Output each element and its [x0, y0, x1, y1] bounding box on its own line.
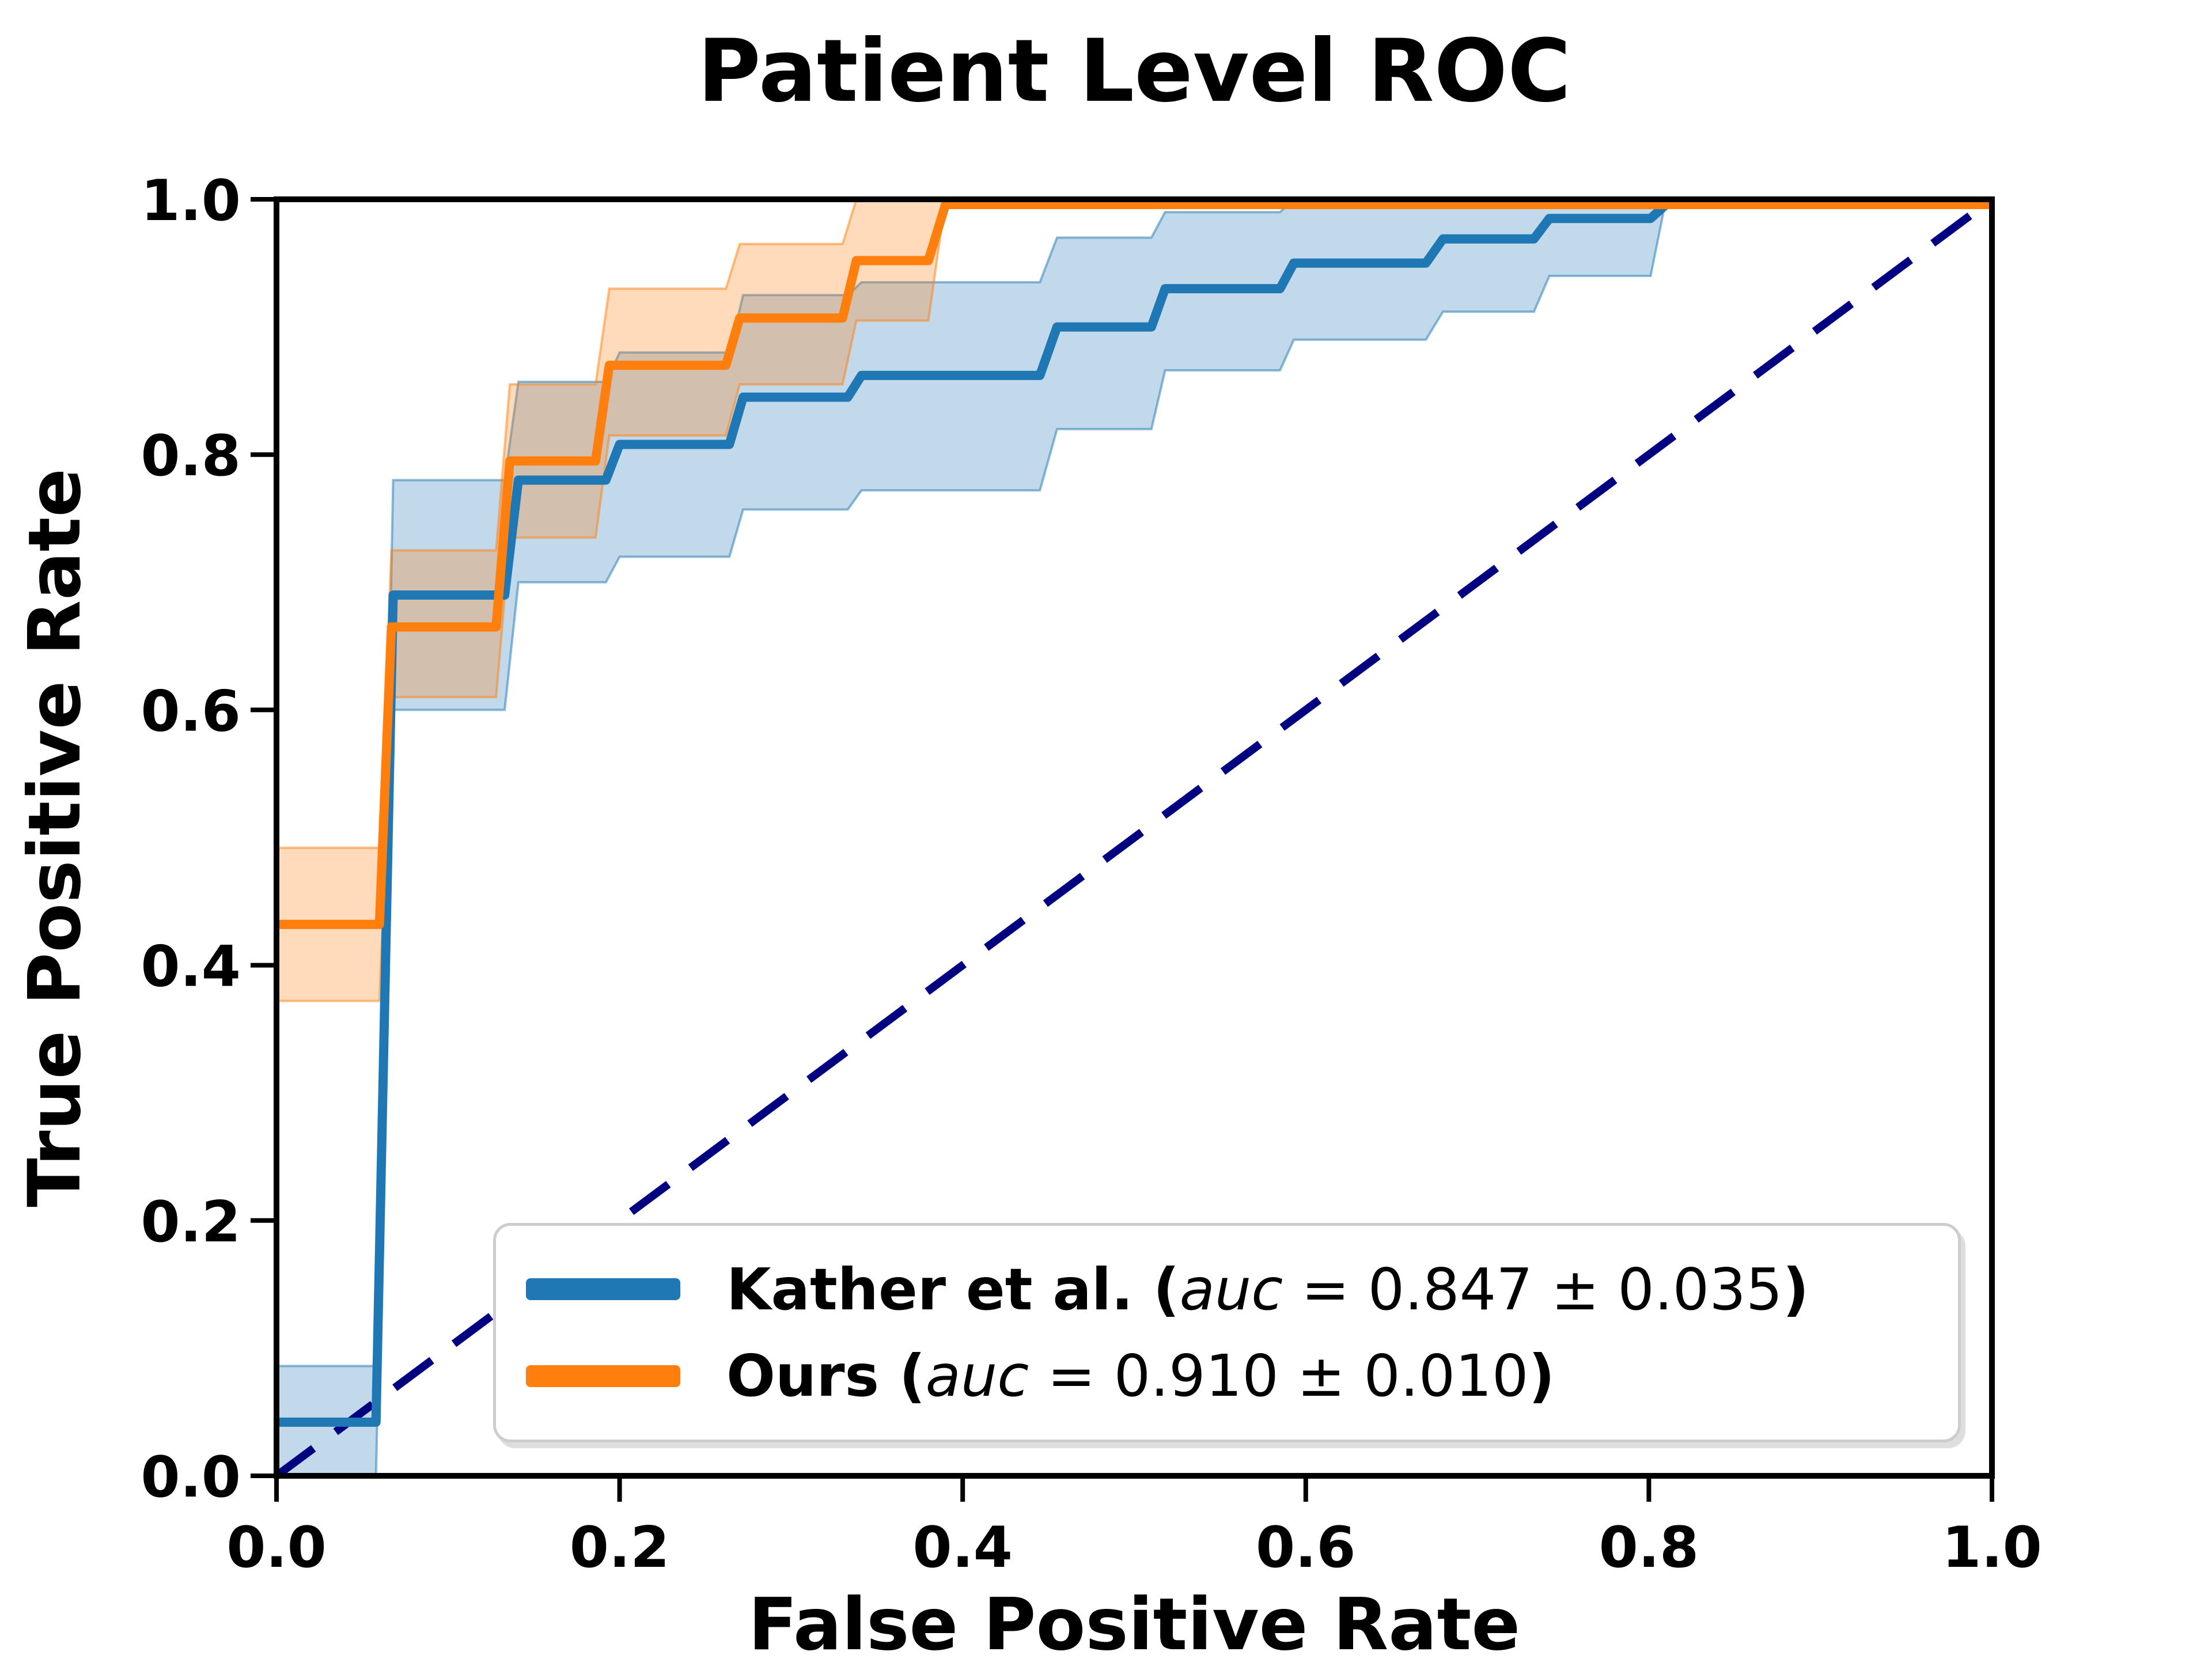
- x-tick-label: 0.6: [1256, 1515, 1356, 1581]
- roc-curve-kather: [276, 200, 1992, 1427]
- x-axis-label: False Positive Rate: [748, 1583, 1521, 1659]
- x-tick-label: 0.0: [226, 1515, 327, 1581]
- ours-line-swatch: [526, 1365, 680, 1387]
- chart-title: Patient Level ROC: [697, 21, 1571, 122]
- y-tick-label: 0.2: [141, 1190, 241, 1255]
- legend-item-kather: Kather et al. (auc = 0.847 ± 0.035): [526, 1256, 1928, 1323]
- axes-spines: [274, 196, 1995, 1479]
- legend-ours-name: Ours (: [726, 1342, 926, 1410]
- y-tick-label: 0.6: [141, 679, 241, 744]
- y-tick-label: 1.0: [141, 168, 241, 234]
- legend-ours-auc-value: = 0.910 ± 0.010: [1029, 1342, 1529, 1410]
- legend-kather-auc-value: = 0.847 ± 0.035: [1283, 1255, 1783, 1323]
- legend-label-kather: Kather et al. (auc = 0.847 ± 0.035): [726, 1256, 1809, 1323]
- y-tick-label: 0.0: [141, 1445, 241, 1510]
- y-tick-label: 0.4: [141, 934, 241, 1000]
- x-tick-label: 1.0: [1942, 1515, 2042, 1581]
- legend-label-ours: Ours (auc = 0.910 ± 0.010): [726, 1342, 1555, 1410]
- x-tick-label: 0.2: [570, 1515, 670, 1581]
- legend-kather-auc-word: auc: [1179, 1255, 1283, 1323]
- y-axis-label: True Positive Rate: [13, 468, 97, 1207]
- roc-curve-ours: [276, 200, 1992, 929]
- x-tick-label: 0.8: [1599, 1515, 1699, 1581]
- legend-kather-name: Kather et al. (: [726, 1255, 1180, 1323]
- kather-line-swatch: [526, 1278, 680, 1301]
- legend-kather-close: ): [1782, 1255, 1809, 1323]
- legend-item-ours: Ours (auc = 0.910 ± 0.010): [526, 1342, 1928, 1410]
- chance-diagonal-line: [274, 196, 1995, 1479]
- y-axis-label-container: True Positive Rate: [5, 199, 105, 1476]
- legend-ours-auc-word: auc: [925, 1342, 1029, 1410]
- x-tick-label: 0.4: [912, 1515, 1013, 1581]
- legend-ours-close: ): [1528, 1342, 1555, 1410]
- legend-box: Kather et al. (auc = 0.847 ± 0.035) Ours…: [493, 1223, 1961, 1442]
- y-tick-label: 0.8: [141, 423, 241, 489]
